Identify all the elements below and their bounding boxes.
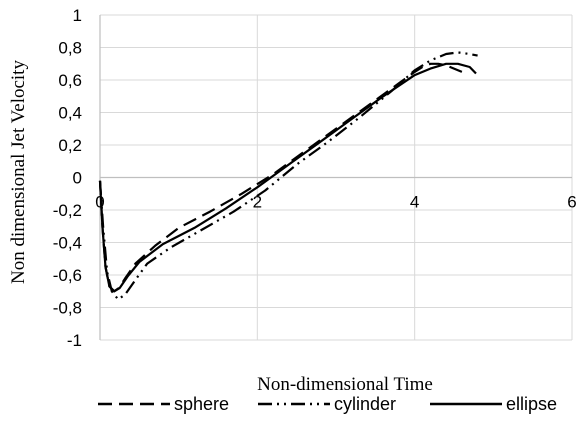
legend: sphere cylinder ellipse [98, 394, 557, 414]
tick-labels: -1 -0,8 -0,6 -0,4 -0,2 0 0,2 0,4 0,6 0,8 1 0 2 4 6 [53, 6, 576, 350]
x-tick-label: 6 [567, 193, 576, 212]
legend-label-ellipse: ellipse [506, 394, 557, 414]
y-tick-label: -0,8 [53, 299, 82, 318]
y-tick-label: -0,4 [53, 234, 82, 253]
y-tick-label: 0,2 [58, 136, 82, 155]
legend-label-sphere: sphere [174, 394, 229, 414]
x-axis-title: Non-dimensional Time [257, 374, 433, 395]
y-tick-label: -0,6 [53, 266, 82, 285]
x-tick-label: 0 [95, 193, 104, 212]
legend-label-cylinder: cylinder [334, 394, 396, 414]
y-axis-title: Non dimensional Jet Velocity [8, 60, 29, 284]
y-tick-label: 0 [73, 169, 82, 188]
series-lines [98, 51, 478, 301]
y-tick-label: 0,6 [58, 71, 82, 90]
y-tick-label: 0,4 [58, 104, 82, 123]
y-tick-label: -1 [67, 331, 82, 350]
x-tick-label: 4 [410, 193, 419, 212]
series-line-cylinder [98, 51, 478, 301]
axes [99, 15, 572, 340]
series-line-ellipse [98, 62, 477, 293]
y-tick-label: 1 [73, 6, 82, 25]
y-tick-label: -0,2 [53, 201, 82, 220]
x-tick-label: 2 [253, 193, 262, 212]
y-tick-label: 0,8 [58, 39, 82, 58]
